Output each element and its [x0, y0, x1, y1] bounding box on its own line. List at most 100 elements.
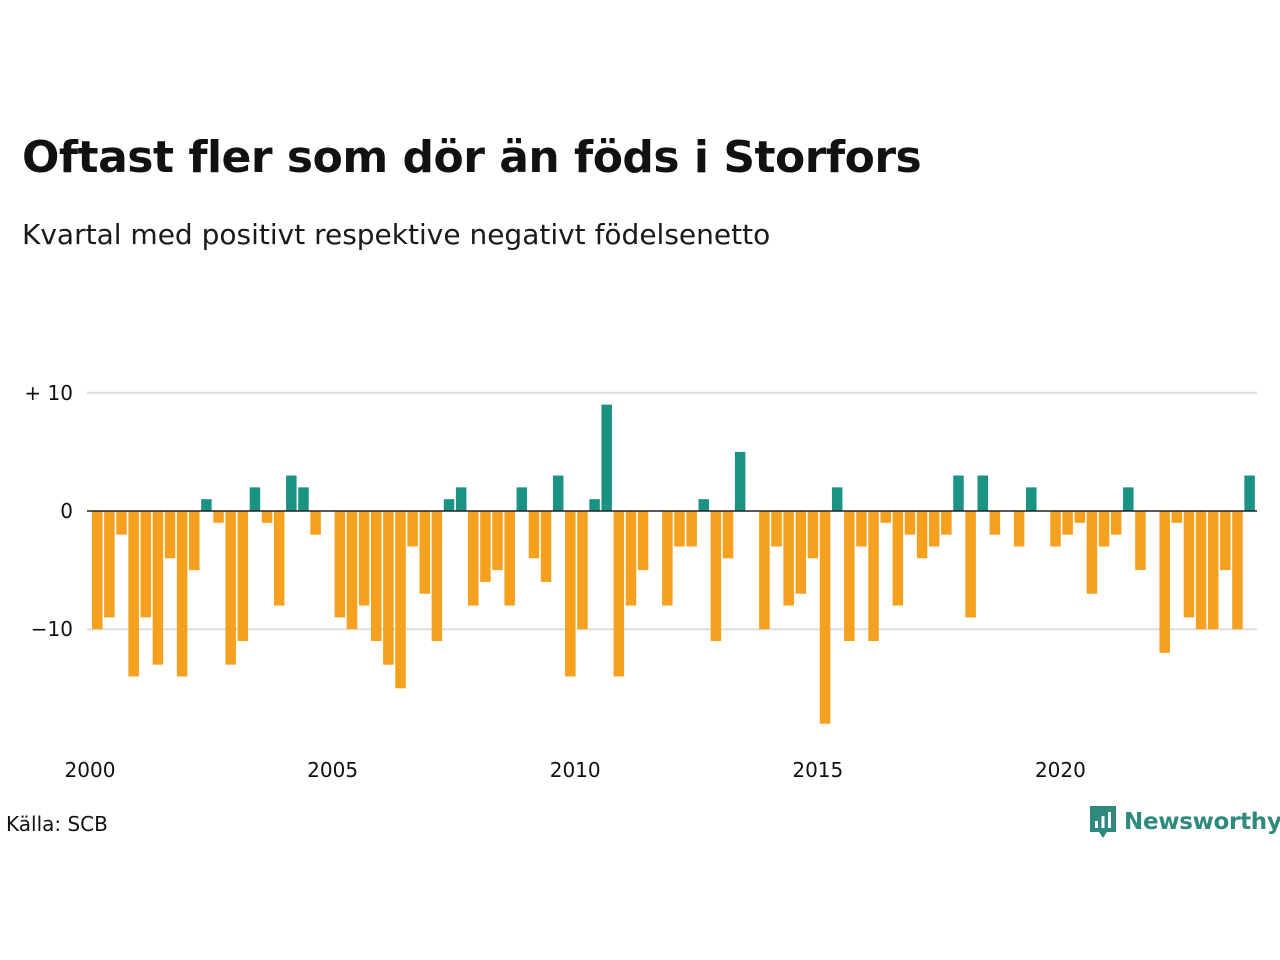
- bar-positive: [589, 499, 600, 511]
- bar-negative: [140, 511, 152, 618]
- x-tick-label: 2015: [792, 758, 843, 782]
- bar-negative: [662, 511, 673, 606]
- bar-negative: [577, 511, 588, 630]
- bar-negative: [383, 511, 394, 665]
- bar-positive: [977, 475, 988, 511]
- bar-negative: [310, 511, 321, 535]
- bar-negative: [225, 511, 236, 665]
- bar-negative: [904, 511, 916, 535]
- bar-negative: [892, 511, 904, 606]
- bar-negative: [407, 511, 418, 547]
- bar-negative: [989, 511, 1001, 535]
- bar-negative: [625, 511, 637, 606]
- bar-positive: [1244, 475, 1255, 511]
- bar-negative: [916, 511, 928, 559]
- bar-negative: [928, 511, 940, 547]
- bar-chart: + 10 0 −10 2000 2005 2010 2015 2020: [24, 381, 1257, 782]
- bar-negative: [674, 511, 685, 547]
- bar-negative: [468, 511, 479, 606]
- bar-positive: [516, 487, 528, 511]
- bar-negative: [1232, 511, 1243, 630]
- bar-negative: [152, 511, 164, 665]
- bar-negative: [1013, 511, 1025, 547]
- bar-negative: [1171, 511, 1183, 523]
- brand-logo: Newsworthy: [1088, 804, 1280, 840]
- bar-negative: [395, 511, 406, 689]
- bar-negative: [941, 511, 952, 535]
- bar-negative: [965, 511, 976, 618]
- source-note: Källa: SCB: [6, 812, 108, 836]
- bar-negative: [540, 511, 552, 582]
- bar-positive: [298, 487, 309, 511]
- bar-negative: [431, 511, 443, 642]
- bar-negative: [722, 511, 734, 559]
- bar-negative: [189, 511, 200, 571]
- bar-negative: [710, 511, 722, 642]
- x-tick-label: 2000: [65, 758, 116, 782]
- bar-negative: [213, 511, 224, 523]
- bar-negative: [819, 511, 831, 724]
- bar-positive: [201, 499, 212, 511]
- bar-negative: [795, 511, 807, 594]
- bar-negative: [1110, 511, 1122, 535]
- bar-negative: [637, 511, 649, 571]
- bar-negative: [565, 511, 576, 677]
- bar-negative: [771, 511, 782, 547]
- bar-negative: [419, 511, 431, 594]
- bar-negative: [686, 511, 697, 547]
- bar-negative: [1183, 511, 1195, 618]
- bar-negative: [1195, 511, 1207, 630]
- bar-negative: [92, 511, 103, 630]
- bar-negative: [334, 511, 346, 618]
- bar-negative: [1098, 511, 1110, 547]
- bar-negative: [759, 511, 770, 630]
- bar-positive: [1123, 487, 1134, 511]
- x-tick-label: 2005: [307, 758, 358, 782]
- y-tick-label: 0: [60, 499, 73, 523]
- bar-negative: [1220, 511, 1231, 571]
- bar-negative: [273, 511, 285, 606]
- chart-title: Oftast fler som dör än föds i Storfors: [22, 132, 922, 183]
- y-tick-label: −10: [31, 617, 73, 641]
- bar-negative: [807, 511, 819, 559]
- newsworthy-logo-icon: [1090, 806, 1116, 838]
- bar-positive: [953, 475, 964, 511]
- bar-negative: [346, 511, 358, 630]
- bar-negative: [261, 511, 273, 523]
- bar-negative: [1074, 511, 1086, 523]
- bar-positive: [734, 451, 746, 511]
- brand-name: Newsworthy: [1124, 809, 1280, 835]
- bar-negative: [856, 511, 867, 547]
- bar-negative: [480, 511, 491, 582]
- bar-negative: [1135, 511, 1146, 571]
- x-tick-label: 2020: [1035, 758, 1086, 782]
- x-tick-label: 2010: [550, 758, 601, 782]
- bar-positive: [552, 475, 564, 511]
- bar-positive: [455, 487, 467, 511]
- bar-negative: [504, 511, 515, 606]
- bar-negative: [880, 511, 891, 523]
- bar-positive: [443, 499, 455, 511]
- bar-negative: [116, 511, 127, 535]
- bar-negative: [844, 511, 855, 642]
- y-tick-label: + 10: [24, 381, 73, 405]
- chart-subtitle: Kvartal med positivt respektive negativt…: [22, 218, 771, 251]
- bar-negative: [370, 511, 382, 642]
- bar-negative: [528, 511, 540, 559]
- bar-negative: [868, 511, 879, 642]
- bar-positive: [698, 499, 709, 511]
- bar-negative: [492, 511, 503, 571]
- bar-negative: [1086, 511, 1098, 594]
- bar-positive: [1026, 487, 1037, 511]
- bar-positive: [249, 487, 261, 511]
- bar-negative: [176, 511, 188, 677]
- bar-negative: [358, 511, 370, 606]
- bar-positive: [286, 475, 297, 511]
- bar-negative: [164, 511, 176, 559]
- bar-negative: [104, 511, 115, 618]
- bar-negative: [613, 511, 625, 677]
- bar-negative: [1050, 511, 1061, 547]
- bar-positive: [601, 404, 612, 511]
- bar-negative: [237, 511, 249, 642]
- bar-negative: [783, 511, 794, 606]
